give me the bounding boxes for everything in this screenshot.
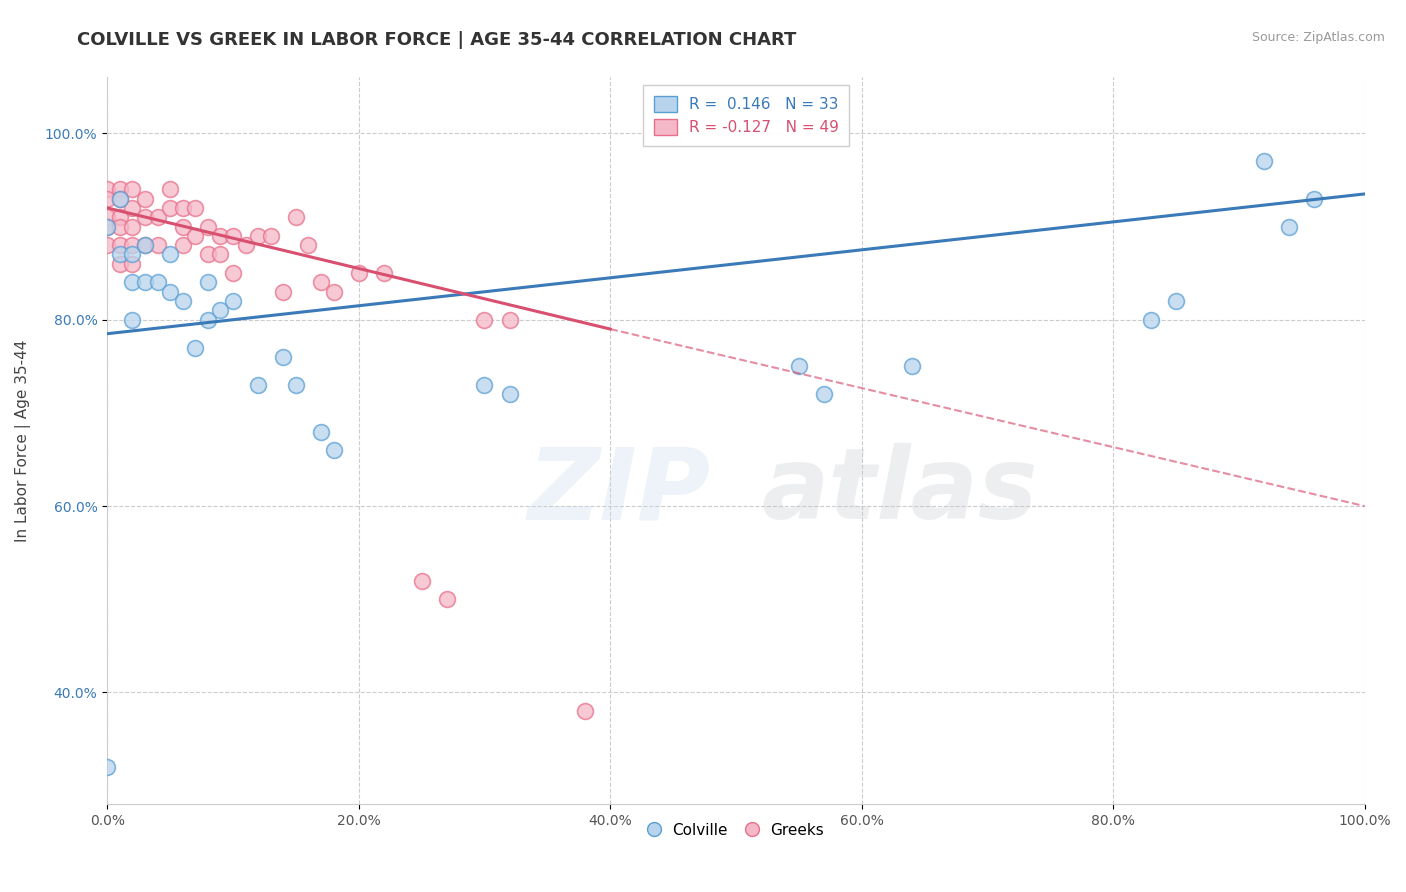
Point (108, 247, 131, 261)
Point (297, 238, 319, 252)
Point (209, 228, 232, 243)
Point (271, 350, 294, 364)
Point (146, 238, 169, 252)
Point (134, 238, 156, 252)
Point (96, 219, 118, 234)
Point (222, 228, 245, 243)
Point (96, 192, 118, 206)
Point (184, 228, 207, 243)
Text: atlas: atlas (761, 443, 1038, 541)
Point (411, 574, 433, 588)
Point (108, 211, 131, 225)
Point (108, 192, 131, 206)
Point (96, 760, 118, 774)
Point (787, 359, 810, 374)
Point (121, 238, 143, 252)
Point (172, 294, 194, 309)
Point (121, 257, 143, 271)
Point (247, 378, 270, 392)
Point (96, 238, 118, 252)
Point (96, 182, 118, 196)
Point (134, 192, 156, 206)
Point (309, 425, 332, 439)
Point (184, 341, 207, 355)
Point (159, 201, 181, 215)
Point (1303, 192, 1326, 206)
Point (271, 285, 294, 299)
Point (284, 211, 307, 225)
Point (134, 238, 156, 252)
Point (108, 257, 131, 271)
Point (197, 247, 219, 261)
Point (172, 219, 194, 234)
Point (247, 228, 270, 243)
Legend: Colville, Greeks: Colville, Greeks (641, 817, 831, 844)
Point (146, 276, 169, 290)
Point (474, 312, 496, 326)
Point (172, 201, 194, 215)
Point (134, 276, 156, 290)
Point (235, 238, 257, 252)
Point (436, 592, 458, 607)
Point (121, 219, 143, 234)
Point (108, 219, 131, 234)
Point (901, 359, 924, 374)
Point (121, 276, 143, 290)
Point (134, 211, 156, 225)
Point (184, 201, 207, 215)
Point (121, 312, 143, 326)
Text: ZIP: ZIP (527, 443, 711, 541)
Point (1164, 294, 1187, 309)
Point (474, 378, 496, 392)
Point (222, 294, 245, 309)
Point (209, 247, 232, 261)
Point (159, 182, 181, 196)
Point (172, 238, 194, 252)
Point (108, 238, 131, 252)
Y-axis label: In Labor Force | Age 35-44: In Labor Force | Age 35-44 (15, 340, 31, 542)
Point (574, 704, 596, 718)
Point (121, 201, 143, 215)
Point (373, 266, 395, 280)
Point (159, 247, 181, 261)
Point (284, 378, 307, 392)
Point (108, 192, 131, 206)
Point (197, 312, 219, 326)
Point (347, 266, 370, 280)
Point (498, 312, 520, 326)
Point (260, 228, 283, 243)
Point (1140, 312, 1163, 326)
Point (121, 247, 143, 261)
Point (197, 219, 219, 234)
Point (121, 182, 143, 196)
Text: COLVILLE VS GREEK IN LABOR FORCE | AGE 35-44 CORRELATION CHART: COLVILLE VS GREEK IN LABOR FORCE | AGE 3… (77, 31, 797, 49)
Point (1278, 219, 1301, 234)
Point (222, 266, 245, 280)
Text: Source: ZipAtlas.com: Source: ZipAtlas.com (1251, 31, 1385, 45)
Point (108, 182, 131, 196)
Point (309, 276, 332, 290)
Point (146, 211, 169, 225)
Point (159, 285, 181, 299)
Point (322, 443, 344, 458)
Point (197, 276, 219, 290)
Point (96, 219, 118, 234)
Point (1253, 154, 1275, 169)
Point (209, 303, 232, 318)
Point (813, 387, 835, 401)
Point (498, 387, 520, 401)
Point (322, 285, 344, 299)
Point (96, 211, 118, 225)
